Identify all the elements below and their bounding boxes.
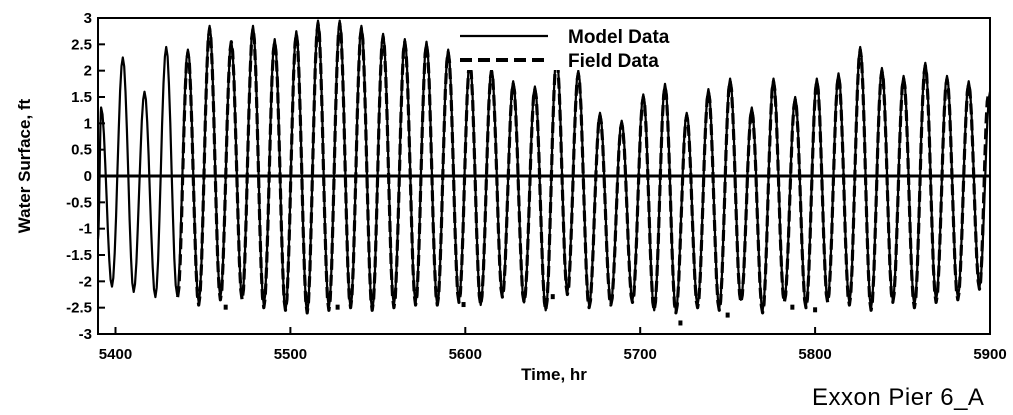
x-axis-title: Time, hr [521,365,587,384]
y-tick-label: -2.5 [66,300,92,317]
legend-model-label: Model Data [568,27,670,48]
legend-field-label: Field Data [568,51,659,72]
y-tick-label: 0.5 [71,142,92,159]
y-tick-label: 1 [84,115,92,132]
y-tick-label: -1.5 [66,247,92,264]
y-tick-label: 2 [84,63,92,80]
field-point [813,307,818,313]
field-point [223,304,228,310]
field-point [790,304,795,310]
x-tick-label: 5800 [798,346,831,363]
y-tick-label: 3 [84,10,92,27]
figure-caption: Exxon Pier 6_A [812,384,985,411]
x-tick-label: 5600 [449,346,482,363]
y-axis-title: Water Surface, ft [15,98,34,233]
axes-layer: 3 2.5 2 1.5 1 0.5 0 -0.5 -1 -1.5 -2 -2.5 -3 5400 5500 5… [66,10,1007,363]
x-tick-label: 5500 [274,346,307,363]
field-point [461,302,466,308]
y-tick-label: -3 [79,326,92,343]
legend: Model Data Field Data [453,22,683,72]
field-data-line [176,21,990,315]
y-tick-label: -0.5 [66,194,92,211]
x-tick-label: 5400 [99,346,132,363]
y-tick-label: -2 [79,273,92,290]
x-tick-label: 5900 [973,346,1006,363]
water-surface-chart: 3 2.5 2 1.5 1 0.5 0 -0.5 -1 -1.5 -2 -2.5 -3 5400 5500 5… [15,10,1007,384]
legend-background [453,22,683,70]
field-point [725,312,730,318]
y-tick-label: 2.5 [71,36,92,53]
y-tick-label: -1 [79,221,92,238]
y-tick-label: 0 [84,168,92,185]
series-layer [96,19,992,326]
field-point [678,320,683,326]
y-tick-label: 1.5 [71,89,92,106]
field-point [335,304,340,310]
field-point [550,294,555,300]
x-tick-label: 5700 [624,346,657,363]
